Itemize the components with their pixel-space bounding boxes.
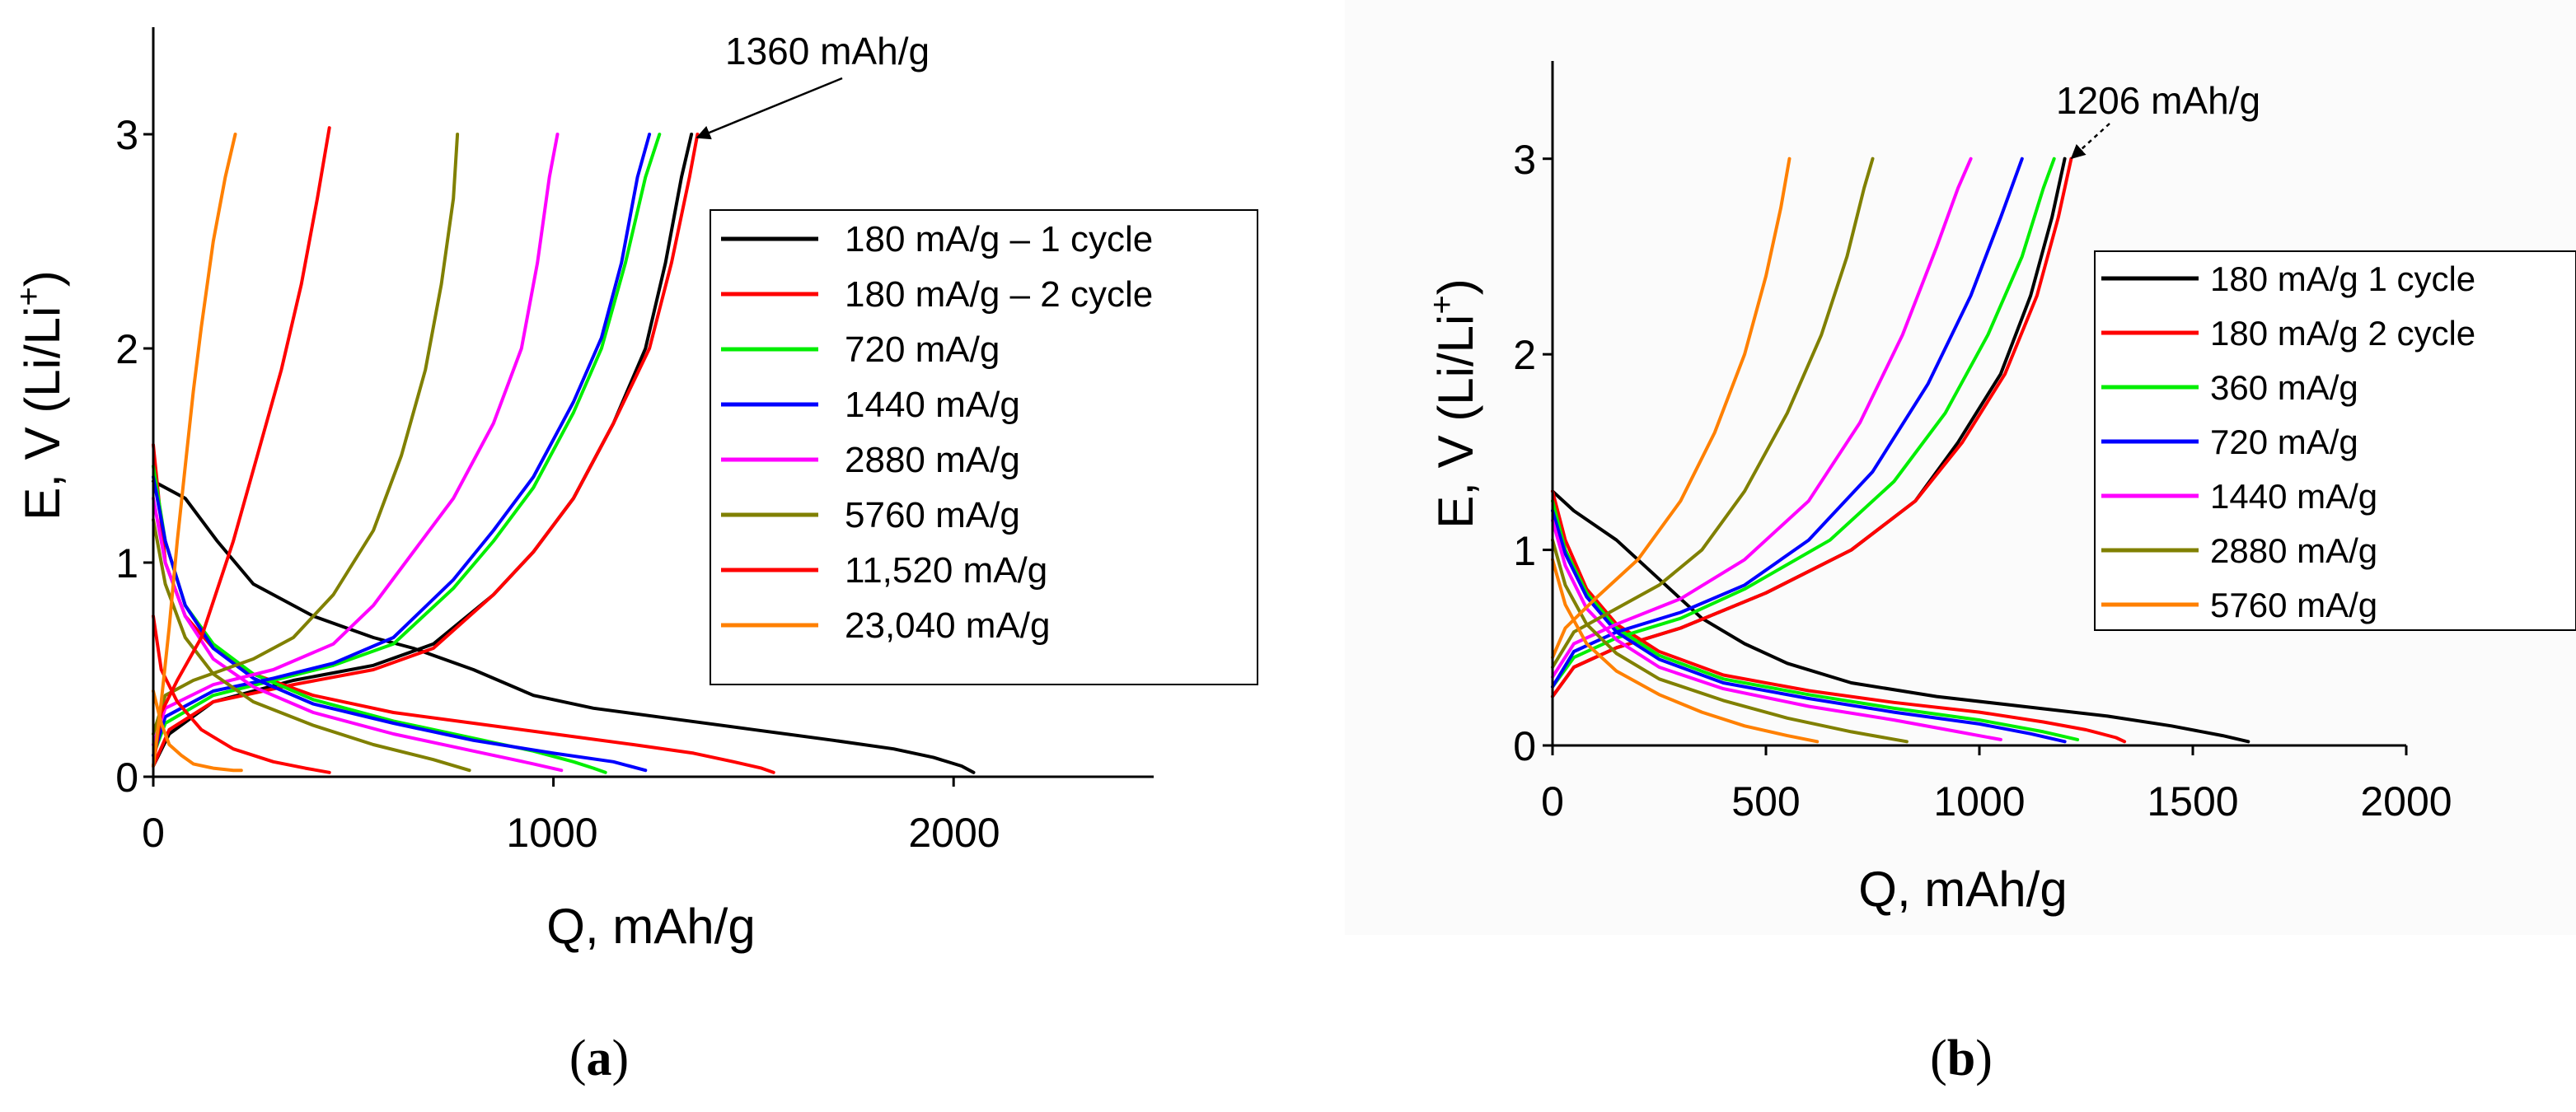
legend-b: 180 mA/g 1 cycle 180 mA/g 2 cycle 360 mA/g… — [2094, 250, 2576, 631]
legend-items-a: 180 mA/g – 1 cycle 180 mA/g – 2 cycle 720 … — [721, 219, 1153, 646]
series-a-3-discharge-curve — [152, 475, 648, 773]
legend-label-a-4: 2880 mA/g — [845, 440, 1020, 480]
x-axis-label-a: Q, mAh/g — [546, 899, 755, 954]
legend-items-b: 180 mA/g 1 cycle 180 mA/g 2 cycle 360 mA/g… — [2101, 259, 2475, 624]
y-tick-label-a-0: 0 — [115, 755, 138, 801]
caption-b: (b) — [1930, 1030, 1993, 1086]
series-a-7-discharge-curve — [152, 689, 243, 773]
legend-label-a-6: 11,520 mA/g — [845, 550, 1047, 591]
annotation-arrow-b — [2070, 123, 2110, 160]
legend-label-b-1: 180 mA/g 2 cycle — [2210, 314, 2475, 353]
x-tick-label-b-500: 500 — [1731, 778, 1800, 825]
y-tick-label-b-1: 1 — [1513, 528, 1536, 574]
legend-label-a-7: 23,040 mA/g — [845, 605, 1051, 646]
annotation-b: 1206 mAh/g — [2056, 79, 2260, 122]
series-b-1-discharge-curve — [1551, 489, 2127, 744]
series-b-6-discharge-curve — [1551, 558, 1820, 744]
series-a-0-charge-curve — [152, 133, 694, 768]
y-tick-label-b-2: 2 — [1513, 332, 1536, 378]
legend-label-b-5: 2880 mA/g — [2210, 531, 2377, 570]
series-b-5-charge-curve — [1551, 157, 1875, 669]
legend-label-a-5: 5760 mA/g — [845, 495, 1020, 535]
x-tick-label-a-1000: 1000 — [506, 810, 597, 856]
legend-label-a-0: 180 mA/g – 1 cycle — [845, 219, 1153, 259]
legend-label-b-3: 720 mA/g — [2210, 423, 2358, 461]
series-a-7-charge-curve — [152, 133, 237, 768]
series-a-4-discharge-curve — [152, 497, 564, 773]
axis-ticks-a — [143, 133, 955, 787]
chart-panel-b: 0 1 2 3 0 500 1000 1500 2000 Q, mAh/g E,… — [1424, 61, 2576, 917]
x-tick-label-b-1500: 1500 — [2147, 778, 2238, 825]
series-a-4-charge-curve — [152, 133, 560, 746]
plot-area-a — [152, 126, 976, 774]
series-b-5-discharge-curve — [1551, 538, 1909, 744]
x-tick-label-a-0: 0 — [142, 810, 165, 856]
x-axis-label-b: Q, mAh/g — [1858, 862, 2067, 917]
series-a-5-charge-curve — [152, 133, 460, 736]
series-b-4-discharge-curve — [1551, 519, 2002, 741]
series-a-1-charge-curve — [152, 133, 700, 768]
legend-label-a-3: 1440 mA/g — [845, 385, 1020, 425]
series-b-3-discharge-curve — [1551, 509, 2067, 744]
series-a-6-charge-curve — [152, 126, 331, 768]
legend-label-b-2: 360 mA/g — [2210, 368, 2358, 407]
legend-box-a — [710, 209, 1258, 685]
x-tick-label-b-2000: 2000 — [2360, 778, 2452, 825]
series-b-2-charge-curve — [1551, 157, 2056, 689]
legend-a: 180 mA/g – 1 cycle 180 mA/g – 2 cycle 720 … — [710, 209, 1258, 685]
caption-a: (a) — [569, 1030, 629, 1086]
series-b-2-discharge-curve — [1551, 499, 2080, 741]
y-tick-label-b-0: 0 — [1513, 723, 1536, 769]
series-b-3-charge-curve — [1551, 157, 2024, 689]
series-b-1-charge-curve — [1551, 157, 2073, 699]
series-b-0-charge-curve — [1551, 157, 2067, 699]
annotation-arrow-a — [696, 77, 843, 140]
legend-label-b-4: 1440 mA/g — [2210, 477, 2377, 516]
chart-panel-a: 0 1 2 3 0 1000 2000 Q, mAh/g E, V (Li/Li… — [11, 27, 1258, 954]
legend-label-a-2: 720 mA/g — [845, 329, 1000, 370]
legend-label-b-0: 180 mA/g 1 cycle — [2210, 259, 2475, 298]
x-tick-label-a-2000: 2000 — [908, 810, 1000, 856]
annotation-a: 1360 mAh/g — [725, 30, 930, 72]
y-tick-label-a-1: 1 — [115, 540, 138, 586]
y-tick-label-a-2: 2 — [115, 326, 138, 372]
series-a-2-charge-curve — [152, 133, 662, 757]
legend-label-b-6: 5760 mA/g — [2210, 586, 2377, 624]
x-tick-label-b-0: 0 — [1541, 778, 1564, 825]
series-b-4-charge-curve — [1551, 157, 1973, 679]
series-a-0-discharge-curve — [152, 479, 976, 774]
axis-ticks-b — [1543, 157, 2408, 755]
y-axis-label-b: E, V (Li/Li+) — [1424, 278, 1483, 528]
x-tick-label-b-1000: 1000 — [1933, 778, 2025, 825]
series-b-0-discharge-curve — [1551, 489, 2250, 744]
plot-area-b — [1551, 157, 2250, 744]
y-axis-label-a: E, V (Li/Li+) — [11, 270, 70, 520]
series-a-5-discharge-curve — [152, 518, 471, 773]
series-b-6-charge-curve — [1551, 157, 1791, 660]
legend-label-a-1: 180 mA/g – 2 cycle — [845, 274, 1153, 315]
series-a-3-charge-curve — [152, 133, 652, 757]
y-tick-label-a-3: 3 — [115, 112, 138, 158]
y-tick-label-b-3: 3 — [1513, 137, 1536, 183]
